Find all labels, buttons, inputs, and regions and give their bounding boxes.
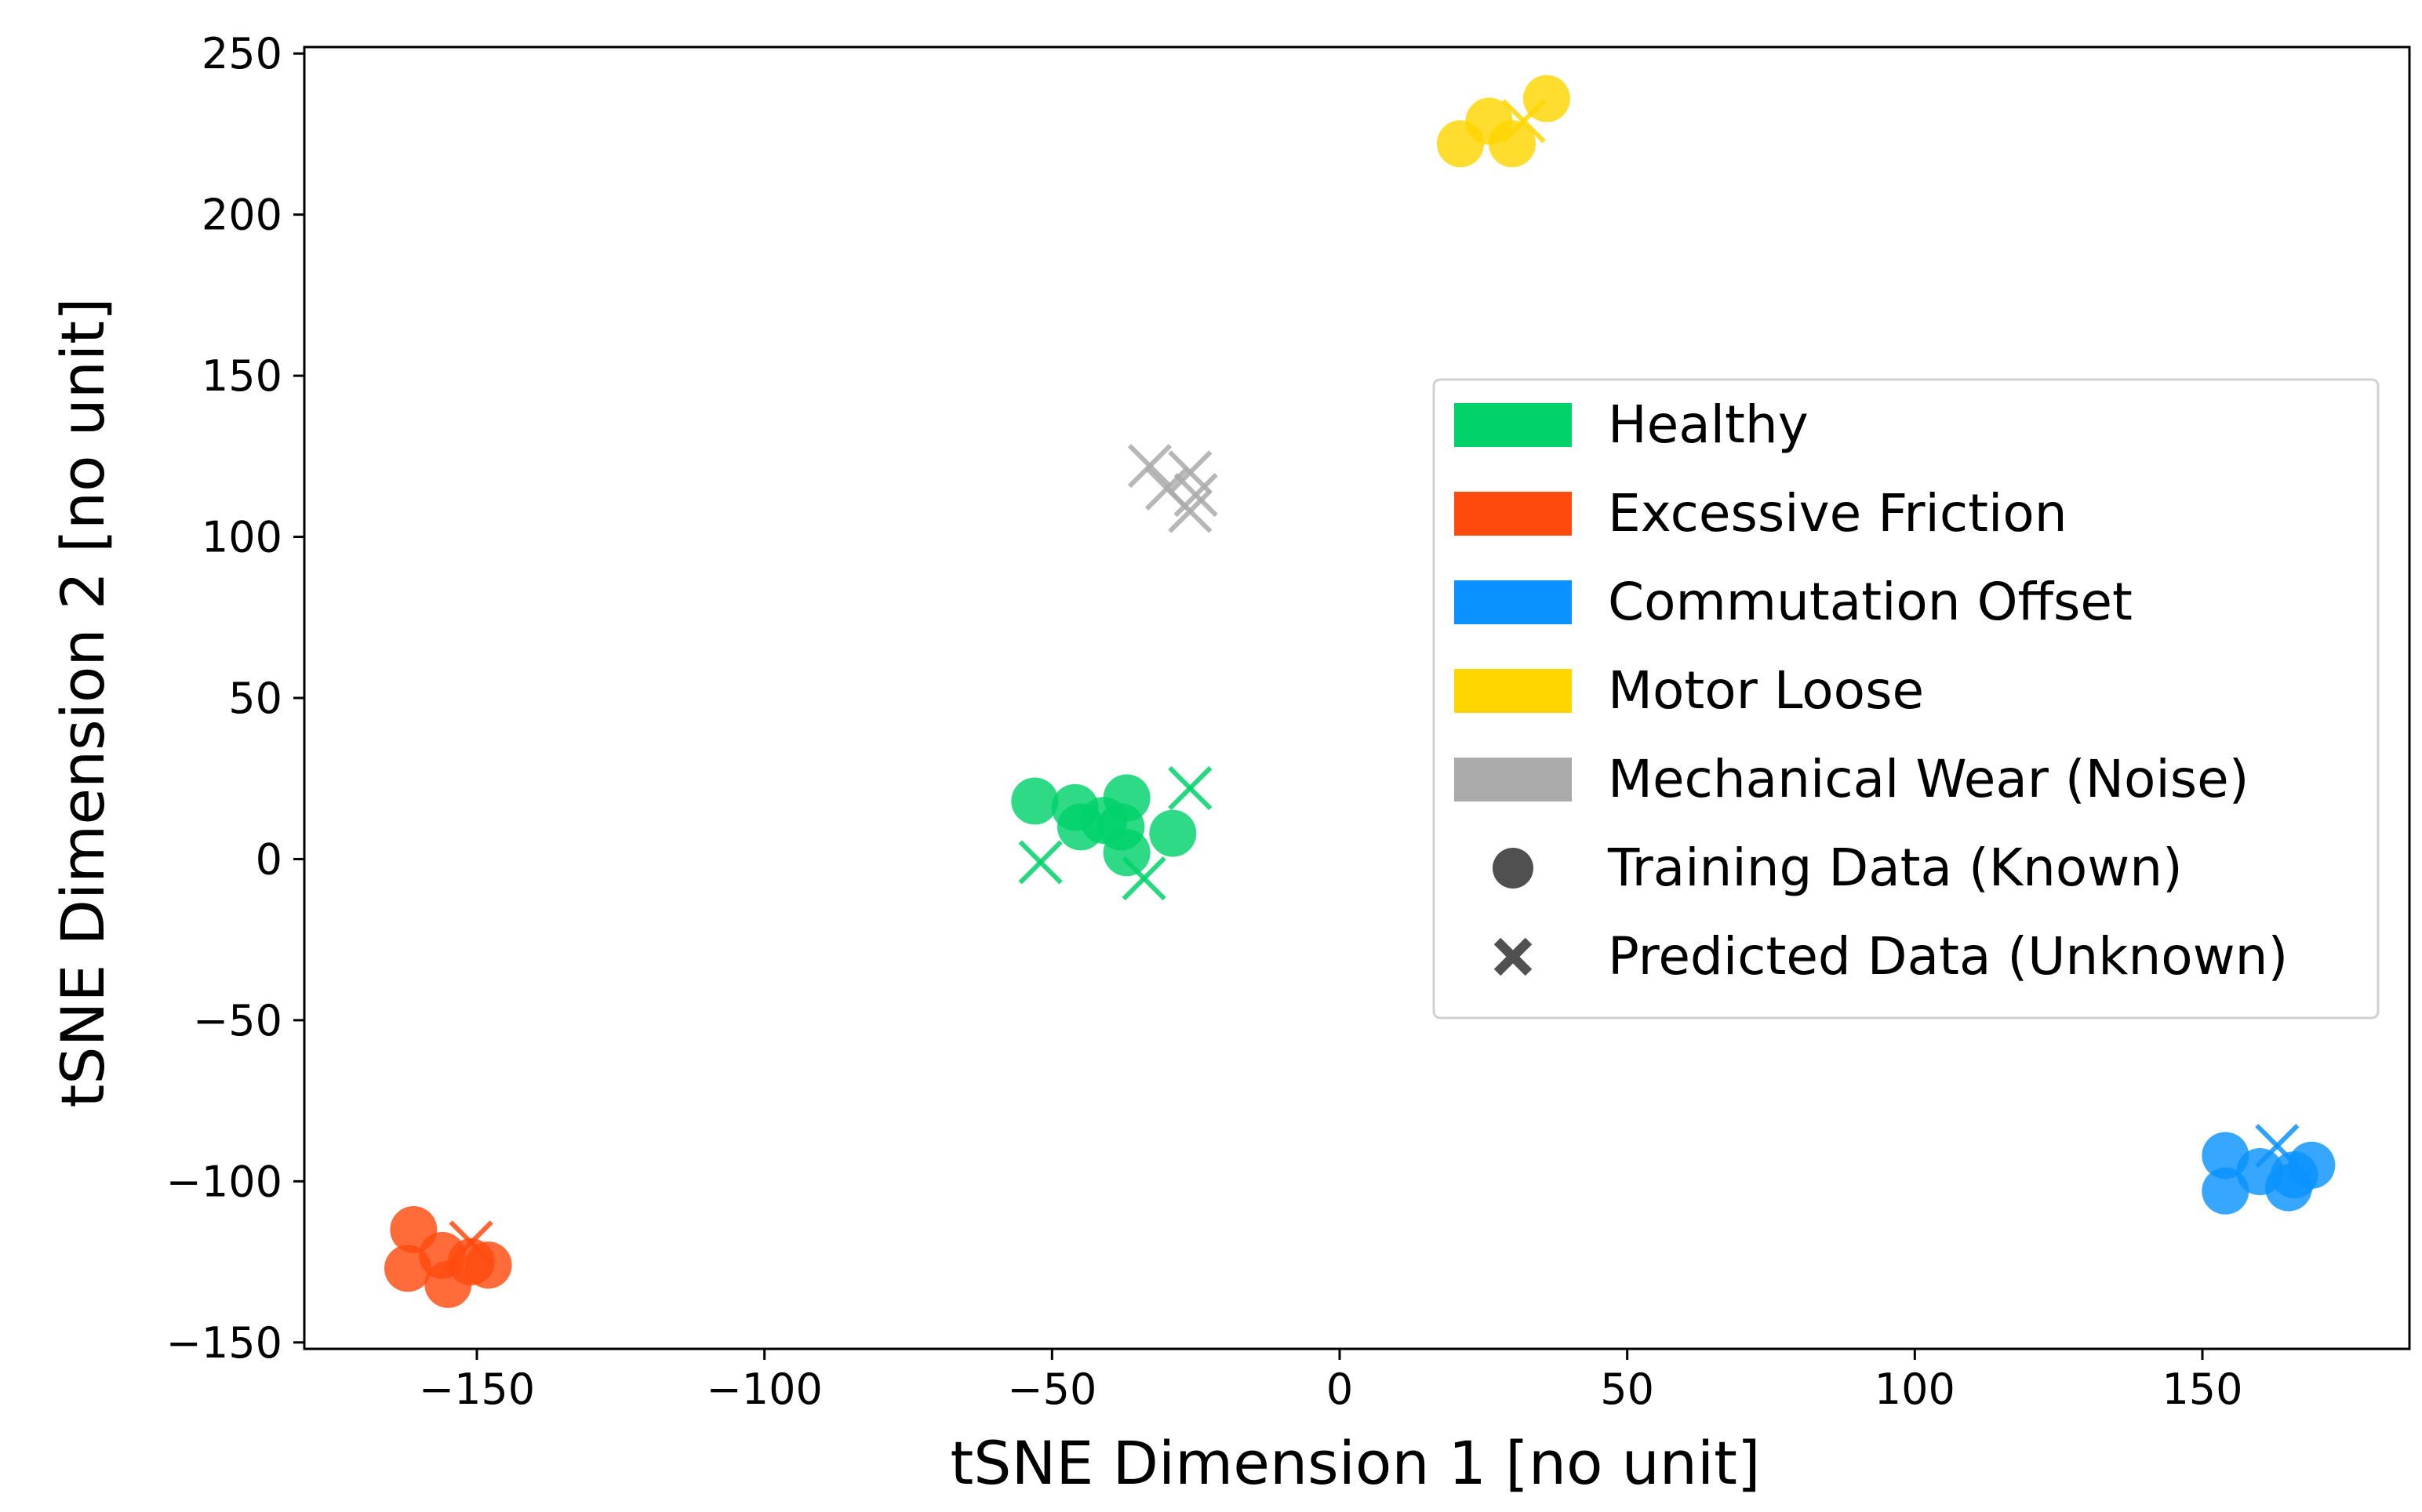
legend-swatch-mechanical-wear-noise	[1454, 758, 1572, 801]
y-tick-label: 100	[202, 513, 282, 562]
motor-loose-training-point	[1489, 120, 1536, 168]
x-tick-label: −50	[1007, 1365, 1096, 1414]
y-axis-label: tSNE Dimension 2 [no unit]	[48, 297, 118, 1107]
healthy-predicted-point	[1018, 840, 1063, 885]
x-axis-label: tSNE Dimension 1 [no unit]	[950, 1428, 1760, 1498]
healthy-predicted-point	[1168, 765, 1213, 811]
y-tick-label: −50	[193, 996, 282, 1045]
mechanical-wear-noise-predicted-point	[1127, 444, 1173, 489]
mechanical-wear-noise-predicted-point	[1173, 473, 1218, 518]
commutation-offset-training-point	[2271, 1151, 2318, 1199]
healthy-training-point	[1011, 777, 1059, 825]
legend-label-mechanical-wear-noise: Mechanical Wear (Noise)	[1608, 749, 2249, 809]
x-axis-ticks: −150 −100 −50 0 50 100 150	[419, 1349, 2243, 1414]
y-tick-label: 250	[202, 29, 282, 78]
x-tick-label: 0	[1326, 1365, 1353, 1414]
legend-swatch-healthy	[1454, 403, 1572, 447]
x-tick-label: −100	[707, 1365, 823, 1414]
legend-label-training-data-known: Training Data (Known)	[1607, 838, 2183, 898]
legend: Healthy Excessive Friction Commutation Off…	[1432, 378, 2380, 1020]
legend-label-motor-loose: Motor Loose	[1608, 660, 1924, 721]
y-tick-label: −100	[166, 1157, 282, 1206]
y-axis-ticks: −150 −100 −50 0 50 100 150 200 250	[166, 29, 304, 1368]
excessive-friction-training-point	[447, 1238, 495, 1286]
legend-label-commutation-offset: Commutation Offset	[1608, 572, 2133, 632]
x-tick-label: −150	[419, 1365, 535, 1414]
y-tick-label: 50	[228, 674, 282, 723]
y-tick-label: −150	[166, 1318, 282, 1368]
legend-swatch-motor-loose	[1454, 669, 1572, 713]
motor-loose-predicted-point	[1501, 99, 1546, 144]
commutation-offset-training-point	[2202, 1167, 2249, 1215]
excessive-friction-training-point	[384, 1245, 431, 1292]
y-tick-label: 150	[202, 351, 282, 401]
legend-label-predicted-data-unknown: Predicted Data (Unknown)	[1608, 926, 2288, 987]
commutation-offset-predicted-point	[2255, 1124, 2300, 1169]
y-tick-label: 0	[256, 834, 282, 884]
mechanical-wear-noise-predicted-point	[1168, 489, 1213, 533]
x-tick-label: 100	[1875, 1365, 1955, 1414]
legend-swatch-commutation-offset	[1454, 580, 1572, 624]
legend-label-healthy: Healthy	[1608, 394, 1809, 455]
legend-circle-marker	[1493, 848, 1533, 889]
y-tick-label: 200	[202, 191, 282, 240]
excessive-friction-predicted-point	[449, 1220, 493, 1265]
healthy-training-point	[1080, 797, 1128, 845]
x-tick-label: 150	[2162, 1365, 2242, 1414]
x-tick-label: 50	[1600, 1365, 1654, 1414]
legend-label-excessive-friction: Excessive Friction	[1608, 483, 2067, 543]
healthy-predicted-point	[1122, 856, 1166, 901]
legend-swatch-excessive-friction	[1454, 492, 1572, 536]
data-marks	[384, 75, 2336, 1308]
legend-x-marker	[1493, 937, 1533, 976]
healthy-training-point	[1149, 809, 1197, 857]
legend-box	[1432, 378, 2380, 1020]
